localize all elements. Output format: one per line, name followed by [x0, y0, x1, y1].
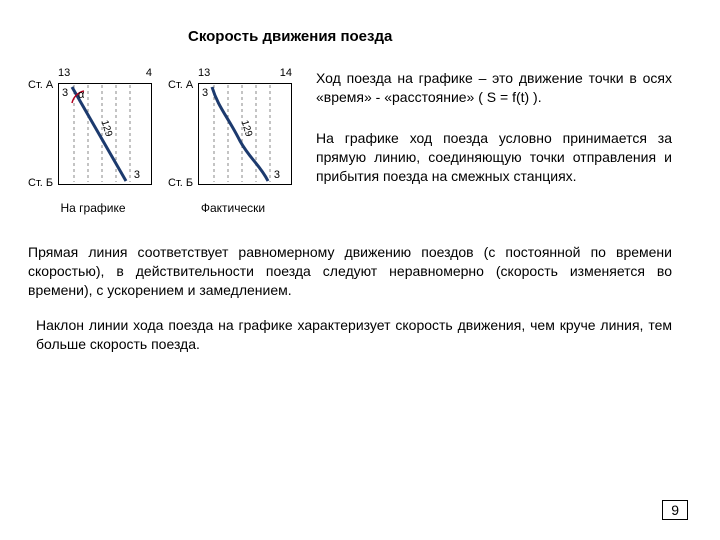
page-number: 9 — [662, 500, 688, 520]
alpha-label: α — [78, 89, 84, 101]
paragraph-4: Наклон линии хода поезда на графике хара… — [36, 316, 672, 354]
diagram-group: Ст. А Ст. Б 13 4 3 3 — [28, 69, 298, 215]
page: Скорость движения поезда Ст. А Ст. Б 13 … — [0, 0, 720, 373]
diagram-right-col: Ст. А Ст. Б 13 14 3 3 129 — [168, 69, 298, 215]
diagram-left-col: Ст. А Ст. Б 13 4 3 3 — [28, 69, 158, 215]
diagram-right: Ст. А Ст. Б 13 14 3 3 129 — [168, 69, 298, 199]
dep-minute: 3 — [62, 87, 68, 99]
top-row: Ст. А Ст. Б 13 4 3 3 — [28, 69, 672, 215]
caption-right: Фактически — [201, 201, 265, 215]
arr-minute: 3 — [274, 169, 280, 181]
paragraph-1: Ход поезда на графике – это движение точ… — [316, 69, 672, 107]
side-text-block: Ход поезда на графике – это движение точ… — [316, 69, 672, 185]
dep-minute: 3 — [202, 87, 208, 99]
arr-minute: 3 — [134, 169, 140, 181]
diagram-left: Ст. А Ст. Б 13 4 3 3 — [28, 69, 158, 199]
paragraph-3: Прямая линия соответствует равномерному … — [28, 243, 672, 300]
caption-left: На графике — [60, 201, 125, 215]
page-title: Скорость движения поезда — [188, 28, 672, 45]
paragraph-2: На графике ход поезда условно принимаетс… — [316, 129, 672, 186]
